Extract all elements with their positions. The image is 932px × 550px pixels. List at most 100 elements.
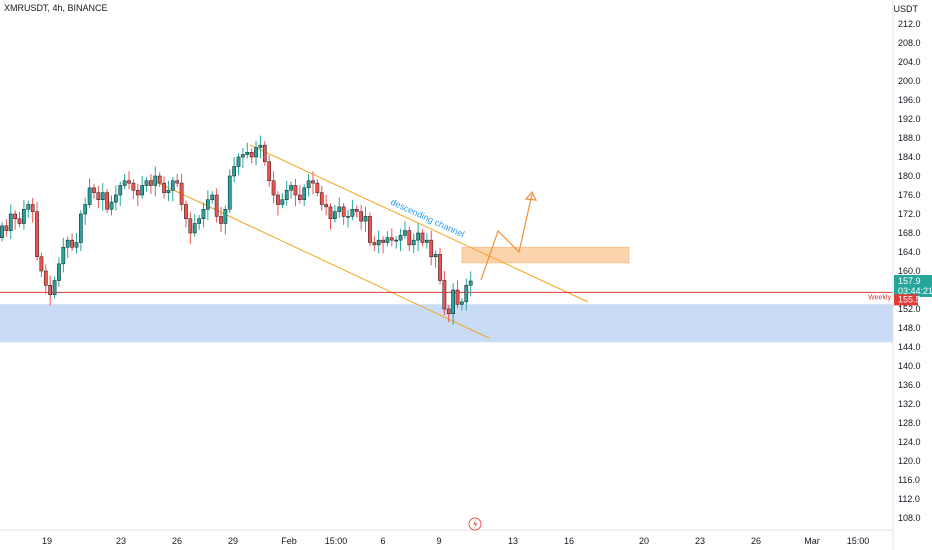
candle bbox=[372, 235, 377, 252]
candle-body bbox=[8, 213, 13, 231]
price-tick: 192.0 bbox=[898, 114, 921, 124]
candle bbox=[403, 221, 407, 240]
candle bbox=[460, 298, 464, 311]
support-zone[interactable] bbox=[0, 304, 893, 343]
candle bbox=[368, 212, 372, 247]
candle bbox=[394, 236, 399, 249]
lightning-icon[interactable] bbox=[468, 517, 482, 531]
candle-body bbox=[315, 182, 320, 193]
resistance-zone[interactable] bbox=[461, 246, 630, 264]
candle-body bbox=[381, 239, 385, 243]
candle bbox=[96, 185, 101, 209]
candle bbox=[258, 135, 263, 159]
candle-body bbox=[131, 182, 136, 191]
candle-body bbox=[407, 230, 412, 246]
price-tick: 200.0 bbox=[898, 76, 921, 86]
candle bbox=[57, 257, 61, 287]
candle bbox=[354, 205, 359, 218]
channel-upper-line[interactable] bbox=[249, 144, 589, 303]
candle bbox=[297, 185, 302, 204]
candle bbox=[70, 233, 74, 252]
candle-body bbox=[22, 209, 26, 224]
candle bbox=[455, 280, 460, 309]
candle bbox=[206, 190, 210, 221]
price-tick: 136.0 bbox=[898, 380, 921, 390]
candle-body bbox=[359, 211, 364, 222]
candle-body bbox=[346, 216, 350, 218]
time-tick: 16 bbox=[564, 536, 574, 546]
candle-body bbox=[280, 199, 285, 205]
candle-body bbox=[157, 175, 162, 184]
candle bbox=[127, 171, 131, 190]
candle bbox=[293, 178, 298, 206]
candle-body bbox=[254, 147, 258, 158]
candle bbox=[385, 231, 390, 247]
candle-body bbox=[140, 185, 145, 196]
candle bbox=[271, 171, 276, 204]
candle bbox=[311, 171, 315, 195]
candle-body bbox=[201, 209, 206, 219]
price-tick: 184.0 bbox=[898, 152, 921, 162]
candle bbox=[122, 174, 127, 190]
candle-body bbox=[92, 187, 96, 193]
candle bbox=[188, 212, 193, 244]
price-tick: 196.0 bbox=[898, 95, 921, 105]
candle-body bbox=[227, 175, 232, 210]
price-tick: 112.0 bbox=[898, 494, 920, 504]
candle bbox=[65, 236, 70, 259]
candle-body bbox=[276, 194, 280, 205]
time-tick: 26 bbox=[172, 536, 182, 546]
price-tick: 180.0 bbox=[898, 171, 921, 181]
candle bbox=[214, 188, 219, 223]
candle-body bbox=[245, 152, 250, 155]
candle bbox=[157, 172, 162, 187]
candle bbox=[201, 202, 206, 228]
candle-body bbox=[175, 180, 180, 184]
candle-body bbox=[354, 209, 359, 212]
price-tick: 168.0 bbox=[898, 228, 921, 238]
candle bbox=[254, 140, 258, 166]
price-axis[interactable]: 212.0 208.0 204.0 200.0 196.0 192.0 188.0 184.0… bbox=[898, 19, 921, 523]
candle bbox=[87, 178, 92, 209]
candle-body bbox=[78, 213, 83, 243]
candle-body bbox=[376, 239, 381, 246]
candle-body bbox=[297, 194, 302, 200]
candle-body bbox=[267, 161, 272, 181]
price-tick: 128.0 bbox=[898, 418, 921, 428]
candle bbox=[92, 184, 96, 199]
candle-body bbox=[166, 190, 171, 193]
candle-body bbox=[65, 239, 70, 248]
candle bbox=[140, 176, 145, 199]
candle-body bbox=[26, 204, 31, 210]
candle bbox=[328, 203, 333, 230]
candle bbox=[192, 214, 197, 237]
candle bbox=[302, 184, 307, 206]
candle-body bbox=[394, 239, 399, 242]
candle-body bbox=[468, 280, 473, 286]
candle bbox=[319, 185, 324, 211]
candle-body bbox=[135, 190, 140, 196]
symbol-title[interactable]: XMRUSDT, 4h, BINANCE bbox=[4, 3, 108, 13]
candle-body bbox=[324, 204, 328, 208]
time-axis[interactable]: 19 23 26 29 Feb 15:00 6 9 13 16 20 23 26 Mar 15:00 bbox=[42, 536, 869, 546]
candle-body bbox=[293, 185, 298, 196]
projection-path[interactable] bbox=[480, 193, 533, 281]
candle-body bbox=[114, 194, 118, 203]
candle bbox=[170, 176, 175, 202]
candle-body bbox=[425, 239, 429, 243]
candle-body bbox=[214, 194, 219, 217]
candle bbox=[420, 229, 425, 247]
candle bbox=[13, 210, 17, 230]
price-tick: 144.0 bbox=[898, 342, 921, 352]
candle bbox=[83, 197, 88, 225]
price-tick: 204.0 bbox=[898, 57, 921, 67]
price-tick: 172.0 bbox=[898, 209, 921, 219]
time-tick: 15:00 bbox=[847, 536, 870, 546]
candle-body bbox=[319, 192, 324, 205]
candle bbox=[210, 191, 215, 204]
candle-body bbox=[0, 225, 4, 238]
candle-body bbox=[232, 166, 236, 177]
candle-body bbox=[61, 247, 66, 265]
candle bbox=[425, 233, 429, 249]
